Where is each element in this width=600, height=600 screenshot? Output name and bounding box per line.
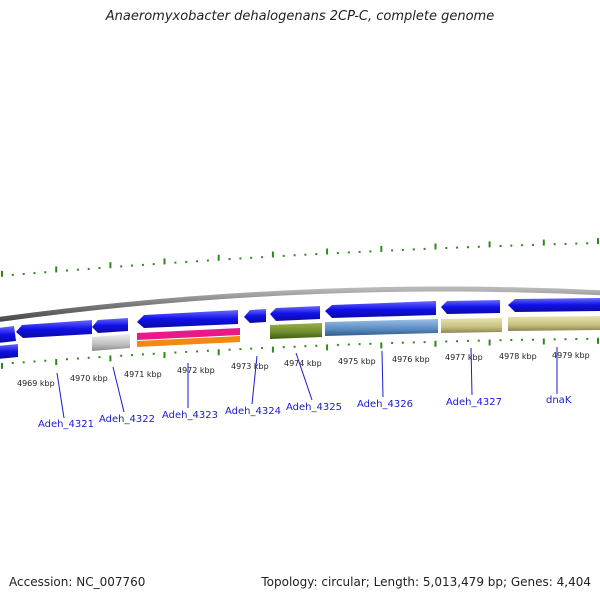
gene-arrow[interactable] (441, 300, 500, 314)
gene-arrow[interactable] (92, 318, 128, 333)
gene-arrow[interactable] (270, 306, 320, 321)
leader-line (251, 355, 258, 405)
accession-text: Accession: NC_007760 (9, 575, 146, 589)
gene-arrow[interactable] (0, 344, 18, 359)
forward-strand-track (0, 298, 600, 359)
gene-label-adeh-4326[interactable]: Adeh_4326 (357, 399, 413, 410)
gene-label-adeh-4327[interactable]: Adeh_4327 (446, 397, 502, 408)
gene-arrow[interactable] (508, 298, 600, 312)
feature-block-gray[interactable] (92, 334, 130, 351)
feature-block-pink[interactable] (137, 328, 240, 340)
gene-arrow[interactable] (325, 301, 436, 318)
gene-arrow[interactable] (16, 320, 92, 338)
gene-arrow[interactable] (0, 326, 16, 343)
kbp-label: 4975 kbp (338, 357, 376, 366)
map-title: Anaeromyxobacter dehalogenans 2CP-C, com… (105, 9, 495, 24)
outer-tick-ring (1, 238, 599, 277)
kbp-label: 4971 kbp (124, 370, 162, 379)
kbp-label: 4979 kbp (552, 351, 590, 360)
feature-block-olive[interactable] (270, 323, 322, 339)
gene-label-adeh-4324[interactable]: Adeh_4324 (225, 406, 281, 417)
kbp-label: 4978 kbp (499, 352, 537, 361)
kbp-label: 4969 kbp (17, 379, 55, 388)
feature-track (92, 316, 600, 351)
kbp-scale: 4969 kbp 4970 kbp 4971 kbp 4972 kbp 4973… (17, 351, 590, 388)
kbp-label: 4976 kbp (392, 355, 430, 364)
gene-arrow[interactable] (244, 309, 266, 323)
leader-lines (56, 347, 558, 419)
feature-block-orange[interactable] (137, 336, 240, 347)
gene-label-adeh-4323[interactable]: Adeh_4323 (162, 410, 218, 421)
gene-label-dnak[interactable]: dnaK (546, 395, 572, 406)
feature-block-khaki[interactable] (441, 318, 502, 333)
feature-block-khaki[interactable] (508, 316, 600, 331)
gene-arrow[interactable] (137, 310, 238, 328)
kbp-label: 4972 kbp (177, 366, 215, 375)
leader-line (295, 352, 313, 401)
kbp-label: 4970 kbp (70, 374, 108, 383)
gene-label-adeh-4322[interactable]: Adeh_4322 (99, 414, 155, 425)
kbp-label: 4974 kbp (284, 359, 322, 368)
kbp-label: 4973 kbp (231, 362, 269, 371)
genome-backbone (0, 286, 600, 322)
gene-label-adeh-4325[interactable]: Adeh_4325 (286, 402, 342, 413)
feature-block-steel[interactable] (325, 319, 438, 336)
topology-text: Topology: circular; Length: 5,013,479 bp… (261, 575, 591, 589)
gene-labels: Adeh_4321 Adeh_4322 Adeh_4323 Adeh_4324 … (38, 395, 572, 430)
leader-line (112, 366, 125, 413)
kbp-label: 4977 kbp (445, 353, 483, 362)
leader-line (381, 350, 384, 398)
leader-line (56, 372, 65, 419)
leader-line (470, 347, 473, 396)
inner-tick-ring (1, 337, 599, 369)
gene-label-adeh-4321[interactable]: Adeh_4321 (38, 419, 94, 430)
